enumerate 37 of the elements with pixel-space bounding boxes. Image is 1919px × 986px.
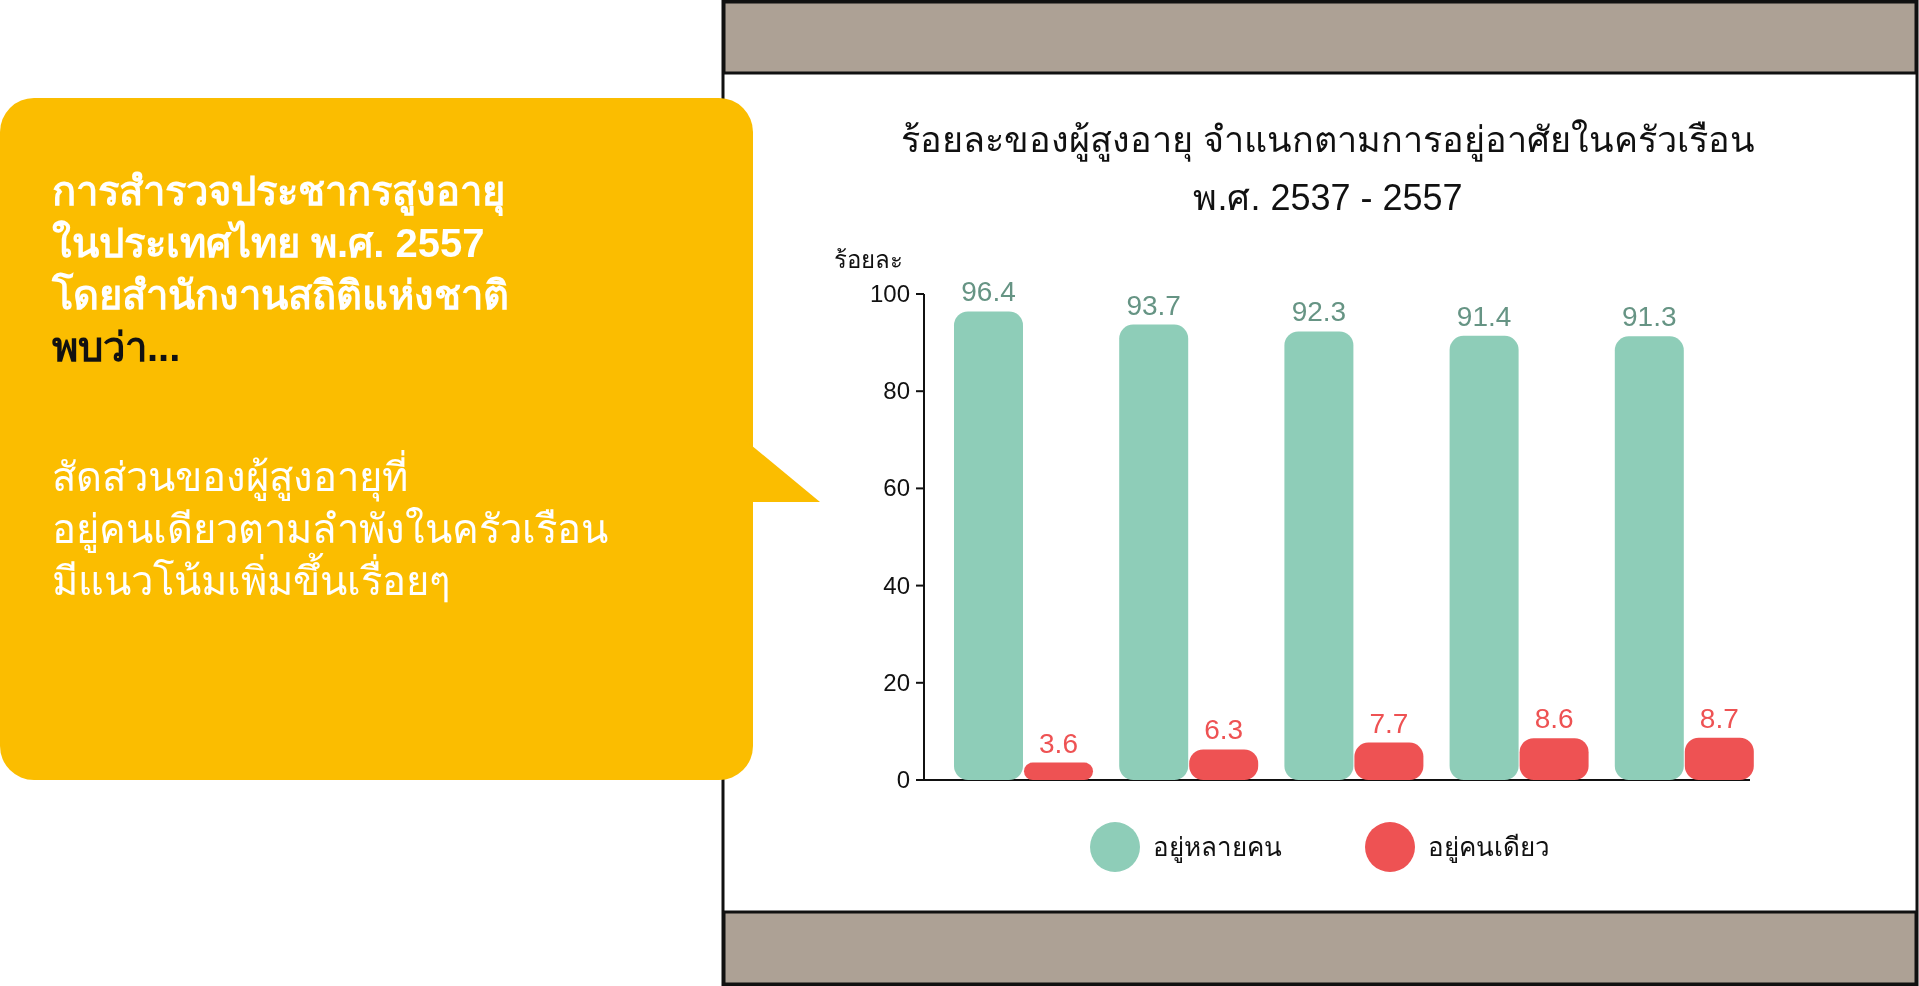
text: อยู่คนเดียวตามลำพังในครัวเรือน xyxy=(52,506,608,553)
text: การสำรวจประชากรสูงอายุ xyxy=(52,169,505,217)
bar xyxy=(1614,336,1684,780)
bar xyxy=(954,311,1023,780)
data-label: 92.3 xyxy=(1291,296,1347,328)
data-label: 3.6 xyxy=(1039,727,1078,759)
y-tick-label: 0 xyxy=(896,766,910,793)
legend-label: อยู่คนเดียว xyxy=(1428,832,1550,863)
bar xyxy=(1684,737,1754,780)
text: ในประเทศไทย พ.ศ. 2557 xyxy=(52,220,485,265)
y-tick-label: 100 xyxy=(869,280,910,307)
data-label: 8.6 xyxy=(1534,703,1574,735)
bar xyxy=(1519,738,1589,780)
text: สัดส่วนของผู้สูงอายุที่ xyxy=(52,450,408,502)
bar xyxy=(1189,749,1259,780)
bar xyxy=(1119,324,1189,780)
y-axis-title: ร้อยละ xyxy=(834,246,903,273)
data-label: 8.7 xyxy=(1699,702,1739,734)
bar xyxy=(1024,762,1093,780)
data-label: 6.3 xyxy=(1204,714,1244,746)
data-label: 96.4 xyxy=(961,276,1016,308)
data-label: 91.3 xyxy=(1622,301,1677,333)
y-tick-label: 20 xyxy=(883,668,910,696)
text: มีแนวโน้มเพิ่มขึ้นเรื่อยๆ xyxy=(52,552,450,603)
legend-label: อยู่หลายคน xyxy=(1153,832,1282,863)
y-tick-label: 80 xyxy=(883,377,910,405)
bar xyxy=(1284,331,1354,780)
data-label: 91.4 xyxy=(1456,300,1512,332)
y-tick-label: 60 xyxy=(883,474,910,502)
bar xyxy=(1354,742,1424,780)
text: พบว่า... xyxy=(52,325,181,369)
data-label: 7.7 xyxy=(1369,707,1409,739)
chart-title: ร้อยละของผู้สูงอายุ จำแนกตามการอยู่อาศัยในครัวเรือน พ.ศ. 2537 - 2557 xyxy=(900,119,1756,218)
text: โดยสำนักงานสถิติแห่งชาติ xyxy=(51,272,509,317)
data-label: 93.7 xyxy=(1126,289,1181,321)
y-tick-label: 40 xyxy=(883,571,910,599)
bar xyxy=(1449,335,1519,780)
